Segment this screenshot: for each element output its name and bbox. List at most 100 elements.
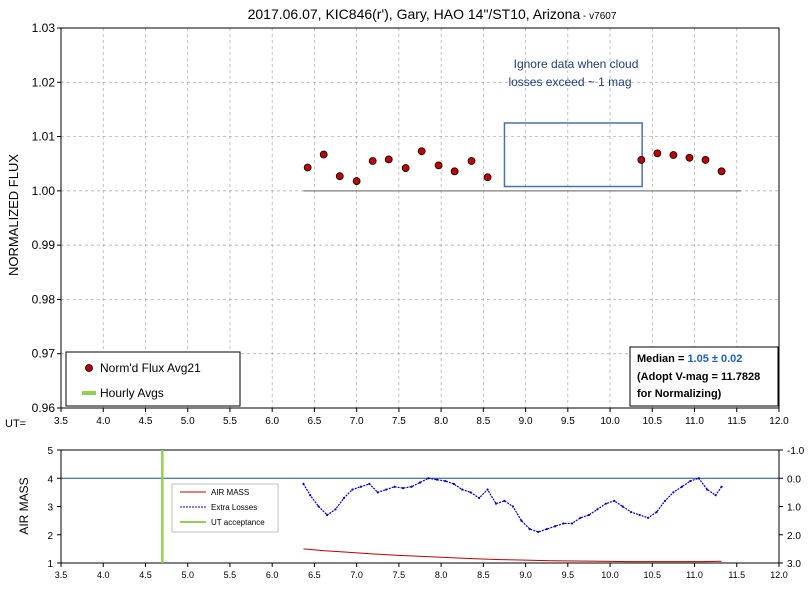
upper-x-tick-label: 3.5 xyxy=(54,416,68,427)
flux-data-point xyxy=(685,153,694,162)
extra-losses-point xyxy=(545,528,548,531)
extra-losses-point xyxy=(410,485,413,488)
extra-losses-point xyxy=(638,513,641,517)
chart-title-main: 2017.06.07, KIC846(r'), Gary, HAO 14"/ST… xyxy=(248,6,581,22)
extra-losses-point xyxy=(359,485,362,488)
lower-x-tick-label: 9.5 xyxy=(562,570,575,580)
extra-losses-point xyxy=(714,494,717,497)
upper-y-tick-label: 1.00 xyxy=(32,184,56,198)
upper-x-tick-label: 8.0 xyxy=(434,416,448,427)
upper-x-tick-label: 12.0 xyxy=(769,416,789,427)
extra-losses-point xyxy=(418,481,422,484)
cloud-ignore-box xyxy=(503,122,643,188)
extra-losses-point xyxy=(503,499,506,502)
lower-x-tick-label: 11.5 xyxy=(728,570,745,580)
lower-y-tick-label: 4 xyxy=(47,474,53,485)
flux-data-point xyxy=(352,177,361,185)
extra-losses-point xyxy=(486,488,489,491)
lower-y2-tick-label: -1.0 xyxy=(787,446,805,457)
upper-plot-area xyxy=(61,28,779,408)
upper-y-tick-label: 0.96 xyxy=(32,401,56,415)
lower-y-axis-label: AIR MASS xyxy=(17,477,31,534)
lower-x-tick-label: 6.0 xyxy=(266,570,279,580)
extra-losses-point xyxy=(663,499,667,502)
extra-losses-point xyxy=(368,482,371,485)
extra-losses-point xyxy=(613,499,616,502)
extra-losses-point xyxy=(706,488,709,491)
normalizing-line: for Normalizing) xyxy=(637,388,722,400)
upper-y-tick-label: 1.01 xyxy=(32,130,56,144)
lower-plot-frame xyxy=(60,449,780,564)
extra-losses-point xyxy=(494,502,498,505)
extra-losses-point xyxy=(562,522,565,525)
extra-losses-point xyxy=(334,508,337,511)
lower-x-tick-label: 5.0 xyxy=(181,570,194,580)
upper-x-tick-label: 9.5 xyxy=(561,416,575,427)
extra-losses-point xyxy=(385,488,388,491)
extra-losses-point xyxy=(604,502,607,505)
upper-plot: 3.5 4.0 4.5 5.0 5.5 6.0 6.5 7.0 7.5 8.0 8.5 9.0 9.5 1… xyxy=(32,21,790,427)
upper-plot-frame xyxy=(60,27,780,409)
upper-x-tick-label: 6.5 xyxy=(307,416,321,427)
chart-title-suffix: - v7607 xyxy=(580,11,617,22)
extra-losses-point xyxy=(554,525,557,528)
extra-losses-point xyxy=(537,530,540,534)
extra-losses-point xyxy=(689,479,692,483)
upper-x-tick-label: 9.0 xyxy=(519,416,533,427)
flux-data-point xyxy=(717,167,726,176)
upper-x-tick-label: 11.0 xyxy=(685,416,704,427)
flux-data-point xyxy=(701,156,710,164)
lower-x-tick-label: 3.5 xyxy=(55,570,68,580)
airmass-line xyxy=(303,548,722,563)
lower-y-tick-label: 5 xyxy=(47,446,53,457)
extra-losses-point xyxy=(478,496,481,500)
lower-x-tick-label: 5.5 xyxy=(224,570,237,580)
extra-losses-point xyxy=(579,516,582,519)
extra-losses-point xyxy=(520,519,523,522)
extra-losses-point xyxy=(309,494,312,497)
flux-data-point xyxy=(368,157,377,165)
extra-losses-point xyxy=(720,485,723,488)
extra-losses-point xyxy=(342,496,346,500)
extra-losses-point xyxy=(376,491,379,494)
extra-losses-point xyxy=(680,485,683,488)
extra-losses-point xyxy=(461,488,464,491)
extra-losses-point xyxy=(646,516,650,519)
legend-marker-flux xyxy=(85,364,93,372)
lower-x-tick-label: 6.5 xyxy=(308,570,321,580)
upper-x-tick-label: 5.5 xyxy=(223,416,237,427)
extra-losses-point xyxy=(351,488,354,491)
extra-losses-point xyxy=(325,513,329,517)
lower-y-tick-label: 2 xyxy=(47,531,53,542)
extra-losses-point xyxy=(511,505,515,508)
extra-losses-point xyxy=(302,482,305,485)
flux-data-point xyxy=(384,155,393,164)
lower-x-tick-label: 8.5 xyxy=(477,570,490,580)
extra-losses-point xyxy=(469,491,472,494)
legend-label-hourly: Hourly Avgs xyxy=(100,386,164,400)
lower-x-tick-label: 8.0 xyxy=(435,570,448,580)
lower-x-tick-label: 9.0 xyxy=(519,570,532,580)
median-info-box: Median = 1.05 ± 0.02 (Adopt V-mag = 11.7… xyxy=(629,346,779,407)
upper-y-tick-label: 0.97 xyxy=(32,347,56,361)
median-line: Median = 1.05 ± 0.02 xyxy=(637,353,742,365)
upper-x-tick-label: 10.5 xyxy=(643,416,663,427)
upper-x-tick-label: 4.5 xyxy=(139,416,153,427)
flux-data-point xyxy=(303,163,312,172)
chart-title: 2017.06.07, KIC846(r'), Gary, HAO 14"/ST… xyxy=(248,6,617,22)
upper-legend: Norm'd Flux Avg21 Hourly Avgs xyxy=(65,351,241,407)
median-label: Median = xyxy=(637,353,687,365)
annotation-line-2: losses exceed ~ 1 mag xyxy=(508,75,631,89)
upper-x-tick-label: 8.5 xyxy=(476,416,490,427)
upper-x-tick-label: 5.0 xyxy=(181,416,195,427)
flux-data-point xyxy=(483,173,492,182)
flux-data-point xyxy=(434,161,443,170)
annotation-line-1: Ignore data when cloud xyxy=(514,57,639,71)
flux-data-point xyxy=(669,151,678,159)
extra-losses-point xyxy=(655,511,658,514)
lower-y2-tick-label: 3.0 xyxy=(787,559,801,570)
lower-x-tick-label: 7.5 xyxy=(393,570,406,580)
flux-data-point xyxy=(450,167,459,176)
lower-x-tick-label: 10.5 xyxy=(644,570,662,580)
